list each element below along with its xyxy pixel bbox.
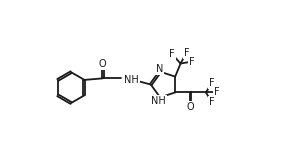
Text: O: O [187, 102, 194, 112]
Text: F: F [184, 48, 189, 58]
Text: NH: NH [151, 96, 166, 106]
Text: F: F [189, 57, 194, 67]
Text: F: F [209, 78, 215, 88]
Text: F: F [214, 87, 220, 97]
Text: O: O [99, 59, 106, 69]
Text: N: N [156, 64, 163, 74]
Text: NH: NH [124, 75, 139, 85]
Text: F: F [169, 49, 175, 59]
Text: F: F [209, 97, 215, 107]
